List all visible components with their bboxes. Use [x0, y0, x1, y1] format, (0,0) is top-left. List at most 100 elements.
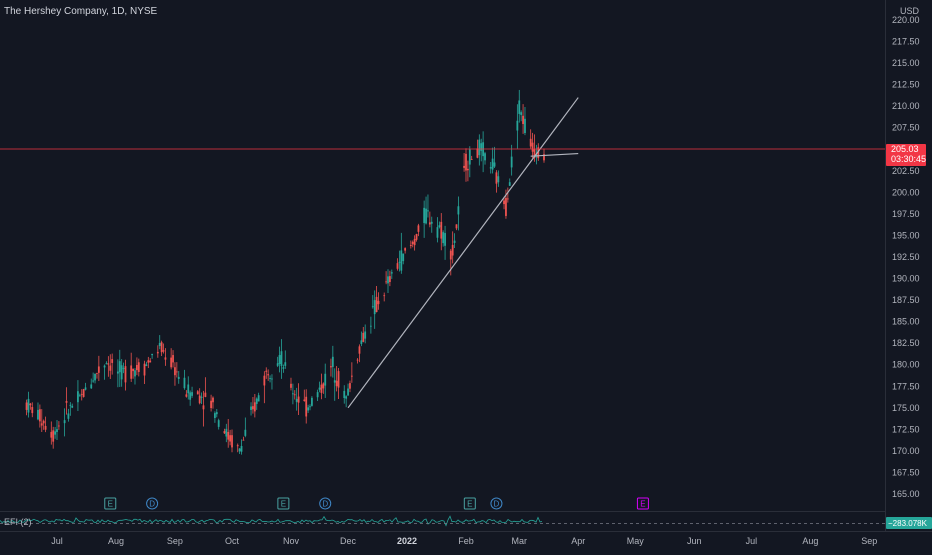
candle-body	[470, 159, 473, 160]
candle-body	[396, 263, 399, 269]
chart-title[interactable]: The Hershey Company, 1D, NYSE	[4, 6, 158, 17]
candle-body	[215, 412, 218, 415]
candle-body	[508, 182, 511, 186]
candle-body	[223, 431, 226, 434]
efi-label[interactable]: EFI (2)	[4, 517, 32, 527]
time-tick-label: Mar	[512, 536, 528, 546]
candle-body	[495, 172, 498, 184]
price-tick-label: 182.50	[892, 338, 920, 348]
price-axis[interactable]: 165.00 167.50 170.00 172.50 175.00 177.50 180.…	[892, 15, 920, 499]
candle-body	[96, 372, 98, 374]
candle-body	[77, 391, 79, 403]
time-axis[interactable]: Jul Aug Sep Oct Nov Dec 2022 Feb Mar Apr May Jun Jul…	[51, 536, 877, 546]
dividend-marker[interactable]: D	[319, 497, 332, 510]
candle-body	[92, 380, 95, 382]
candle-body	[244, 429, 247, 436]
candle-body	[389, 276, 391, 283]
currency-label[interactable]: USD	[900, 6, 920, 16]
price-tick-label: 172.50	[892, 424, 920, 434]
candle-body	[356, 359, 359, 361]
candle-body	[430, 221, 433, 224]
candle-body	[56, 429, 58, 433]
candle-body	[65, 401, 68, 403]
candle-body	[453, 240, 456, 243]
candle-body	[42, 420, 45, 424]
candle-body	[240, 445, 243, 452]
price-tick-label: 215.00	[892, 58, 920, 68]
candle-body	[162, 350, 165, 352]
time-tick-label: Nov	[283, 536, 300, 546]
candle-body	[67, 413, 70, 419]
time-tick-label: Jun	[687, 536, 702, 546]
candle-body	[324, 373, 327, 386]
earnings-icon	[636, 497, 649, 510]
candle-body	[265, 370, 268, 372]
candle-body	[204, 392, 207, 397]
candle-body	[147, 360, 150, 363]
earnings-marker[interactable]: E	[277, 497, 290, 510]
candle-body	[187, 384, 190, 394]
candle-body	[278, 355, 281, 365]
time-tick-label: Oct	[225, 536, 240, 546]
candle-body	[398, 261, 401, 263]
candle-body	[200, 396, 203, 398]
candle-body	[390, 272, 393, 274]
earnings-marker[interactable]: E	[463, 497, 476, 510]
candle-body	[444, 233, 446, 246]
candle-body	[58, 425, 60, 427]
candle-body	[423, 207, 426, 224]
earnings-icon	[104, 497, 117, 510]
price-tick-label: 165.00	[892, 489, 920, 499]
price-tick-label: 210.00	[892, 101, 920, 111]
candle-body	[52, 430, 55, 442]
candle-body	[137, 362, 140, 372]
dividend-marker[interactable]: D	[490, 497, 503, 510]
time-tick-label: Jul	[746, 536, 758, 546]
candle-body	[484, 153, 486, 161]
candle-body	[505, 197, 507, 216]
candle-body	[345, 396, 348, 399]
candle-body	[468, 149, 471, 165]
candle-body	[465, 153, 467, 171]
candle-body	[282, 367, 285, 369]
candle-body	[107, 363, 110, 365]
candle-body	[225, 428, 228, 437]
candle-body	[295, 398, 298, 402]
candle-body	[543, 154, 545, 161]
candle-body	[120, 365, 123, 380]
candle-body	[90, 384, 93, 389]
candle-body	[267, 374, 270, 376]
candle-body	[198, 395, 201, 404]
price-tick-label: 175.00	[892, 403, 920, 413]
candle-body	[69, 404, 72, 406]
candles-layer	[25, 89, 545, 455]
candle-body	[231, 435, 233, 448]
candle-body	[442, 232, 445, 244]
candle-body	[38, 409, 41, 422]
candle-body	[428, 222, 431, 225]
trendline[interactable]	[530, 152, 579, 157]
price-tick-label: 190.00	[892, 274, 920, 284]
candle-body	[134, 370, 136, 377]
candle-body	[158, 342, 161, 346]
candle-body	[149, 360, 152, 363]
candle-body	[71, 405, 74, 408]
candle-body	[177, 376, 180, 380]
earnings-marker[interactable]: E	[104, 497, 117, 510]
candle-body	[506, 198, 509, 200]
candle-body	[409, 245, 412, 246]
candle-body	[427, 210, 429, 212]
earnings-marker[interactable]: E	[636, 497, 649, 510]
price-tick-label: 220.00	[892, 15, 920, 25]
candle-body	[463, 165, 465, 168]
candle-body	[305, 396, 308, 417]
dividend-marker[interactable]: D	[146, 497, 159, 510]
candle-body	[164, 357, 167, 360]
candle-body	[337, 371, 340, 388]
candle-body	[118, 361, 121, 373]
price-tick-label: 167.50	[892, 467, 920, 477]
candle-body	[347, 388, 349, 396]
time-tick-label: May	[627, 536, 645, 546]
